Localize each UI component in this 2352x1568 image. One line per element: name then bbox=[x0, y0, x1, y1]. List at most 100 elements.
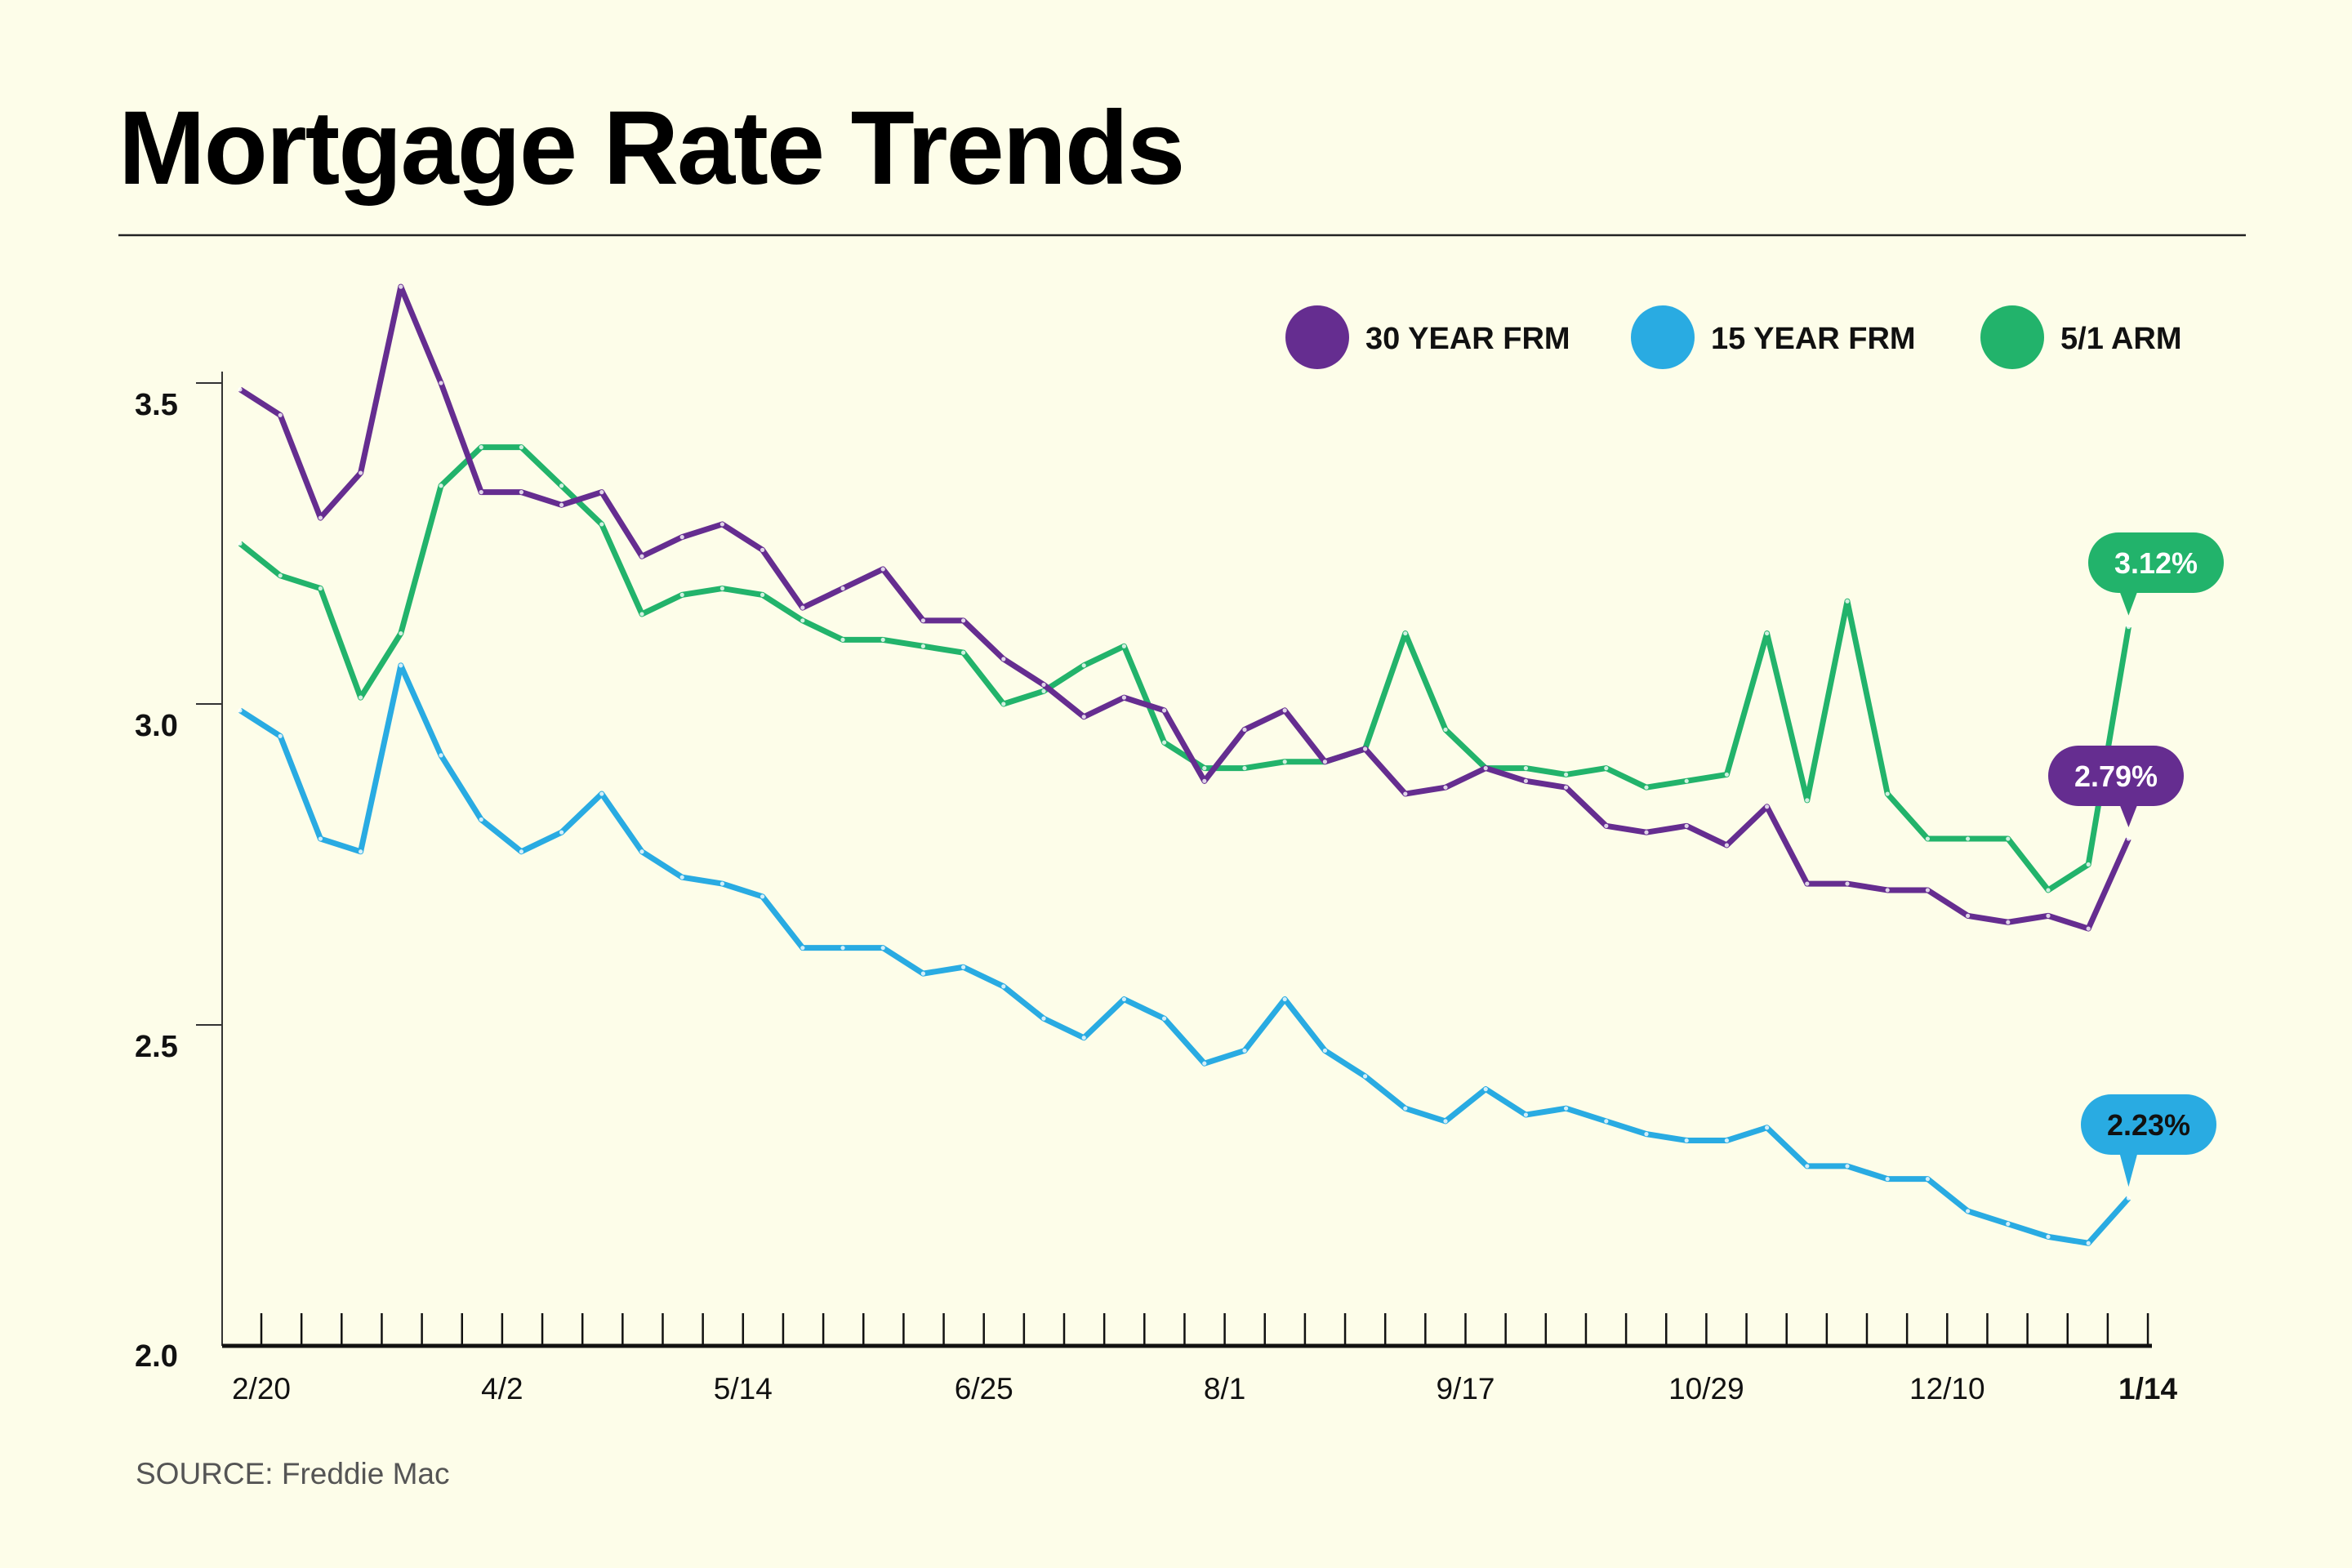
value-callout: 2.79% bbox=[2048, 746, 2184, 828]
data-point bbox=[760, 592, 765, 597]
legend-item: 30 YEAR FRM bbox=[1285, 305, 1570, 369]
data-point bbox=[2006, 836, 2011, 841]
legend-label: 15 YEAR FRM bbox=[1711, 322, 1916, 356]
data-point bbox=[1483, 1087, 1488, 1092]
series-lines bbox=[238, 283, 2132, 1246]
data-point bbox=[1041, 1016, 1046, 1021]
data-point bbox=[599, 791, 604, 796]
callout-bubble bbox=[2081, 1094, 2216, 1155]
data-point bbox=[800, 946, 805, 951]
data-point bbox=[278, 733, 283, 738]
data-point bbox=[1925, 888, 1930, 893]
data-point bbox=[439, 483, 443, 488]
data-point bbox=[1443, 727, 1448, 733]
data-point bbox=[1121, 996, 1126, 1002]
data-point bbox=[318, 515, 323, 520]
data-point bbox=[519, 490, 524, 495]
callout-label: 2.79% bbox=[2074, 760, 2158, 793]
y-tick-label: 3.0 bbox=[135, 709, 178, 743]
data-point bbox=[1564, 1106, 1569, 1111]
data-point bbox=[1403, 630, 1408, 636]
data-point bbox=[1604, 766, 1609, 771]
data-point bbox=[1845, 881, 1850, 886]
data-point bbox=[679, 535, 684, 540]
callouts: 2.79% 2.23% 3.12% bbox=[2048, 532, 2224, 1187]
data-point bbox=[2126, 625, 2131, 630]
callout-bubble bbox=[2088, 532, 2224, 593]
data-point bbox=[479, 490, 483, 495]
series-15-year-frm bbox=[238, 662, 2132, 1246]
data-point bbox=[1805, 798, 1810, 803]
data-point bbox=[1041, 682, 1046, 688]
x-tick-label: 6/25 bbox=[955, 1372, 1013, 1405]
callout-bubble bbox=[2048, 746, 2184, 806]
data-point bbox=[880, 946, 885, 951]
data-point bbox=[359, 470, 363, 475]
data-point bbox=[800, 618, 805, 623]
data-point bbox=[278, 573, 283, 578]
x-tick-label: 9/17 bbox=[1436, 1372, 1494, 1405]
data-point bbox=[278, 412, 283, 417]
legend-item: 15 YEAR FRM bbox=[1631, 305, 1916, 369]
callout-pointer bbox=[2119, 804, 2138, 828]
data-point bbox=[1604, 1119, 1609, 1124]
legend-swatch bbox=[1285, 305, 1349, 369]
x-tick-label: 10/29 bbox=[1668, 1372, 1744, 1405]
data-point bbox=[1041, 688, 1046, 693]
data-point bbox=[1523, 1112, 1528, 1117]
data-point bbox=[1523, 778, 1528, 783]
data-point bbox=[1925, 836, 1930, 841]
data-point bbox=[679, 592, 684, 597]
data-point bbox=[840, 586, 845, 591]
data-point bbox=[1363, 1074, 1368, 1079]
data-point bbox=[1001, 984, 1006, 989]
data-point bbox=[439, 381, 443, 385]
data-point bbox=[318, 836, 323, 841]
data-point bbox=[1564, 785, 1569, 790]
data-point bbox=[1282, 708, 1287, 713]
data-point bbox=[1724, 843, 1729, 848]
data-point bbox=[1885, 791, 1890, 796]
series-line bbox=[238, 662, 2132, 1246]
data-point bbox=[1523, 766, 1528, 771]
x-tick-label: 8/1 bbox=[1204, 1372, 1245, 1405]
data-point bbox=[760, 547, 765, 552]
value-callout: 3.12% bbox=[2088, 532, 2224, 616]
data-point bbox=[1885, 888, 1890, 893]
data-point bbox=[238, 708, 243, 713]
data-point bbox=[1604, 823, 1609, 828]
y-tick-label: 2.5 bbox=[135, 1030, 178, 1064]
data-point bbox=[1684, 778, 1689, 783]
legend-item: 5/1 ARM bbox=[1980, 305, 2182, 369]
data-point bbox=[479, 445, 483, 450]
data-point bbox=[1644, 785, 1649, 790]
data-point bbox=[1001, 657, 1006, 662]
data-point bbox=[961, 650, 966, 655]
data-point bbox=[238, 387, 243, 392]
value-callout: 2.23% bbox=[2081, 1094, 2216, 1187]
data-point bbox=[1765, 1125, 1770, 1130]
data-point bbox=[920, 971, 925, 976]
data-point bbox=[880, 567, 885, 572]
data-point bbox=[559, 502, 564, 507]
x-tick-label: 1/14 bbox=[2118, 1372, 2177, 1405]
data-point bbox=[1162, 1016, 1167, 1021]
data-point bbox=[639, 612, 644, 617]
data-point bbox=[1081, 1036, 1086, 1040]
data-point bbox=[1403, 1106, 1408, 1111]
data-point bbox=[479, 817, 483, 822]
data-point bbox=[599, 490, 604, 495]
data-point bbox=[1443, 785, 1448, 790]
data-point bbox=[1282, 996, 1287, 1002]
data-point bbox=[559, 830, 564, 835]
data-point bbox=[1242, 766, 1247, 771]
legend: 30 YEAR FRM 15 YEAR FRM 5/1 ARM bbox=[1285, 305, 2182, 369]
data-point bbox=[800, 605, 805, 610]
data-point bbox=[1162, 708, 1167, 713]
data-point bbox=[679, 875, 684, 880]
data-point bbox=[1885, 1177, 1890, 1182]
data-point bbox=[1322, 760, 1327, 764]
data-point bbox=[1805, 1164, 1810, 1169]
callout-pointer bbox=[2119, 591, 2138, 616]
callout-pointer bbox=[2119, 1153, 2138, 1187]
